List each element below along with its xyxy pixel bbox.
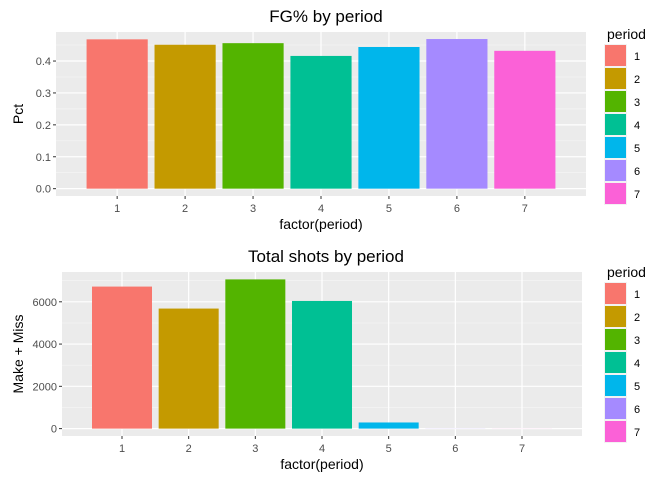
x-tick-label: 4 <box>318 203 324 215</box>
x-tick-label: 1 <box>119 443 125 455</box>
bar-period-1 <box>92 287 152 429</box>
bar-period-5 <box>359 422 419 428</box>
x-tick-label: 1 <box>114 203 120 215</box>
legend-label: 4 <box>634 358 640 370</box>
x-tick-label: 5 <box>386 203 392 215</box>
bar-period-1 <box>87 39 148 188</box>
legend-swatch-5 <box>605 375 626 396</box>
bar-period-2 <box>159 309 219 429</box>
legend-label: 5 <box>634 381 640 393</box>
legend-label: 7 <box>634 189 640 201</box>
legend-keys: 1 2 3 4 5 6 7 <box>604 282 640 443</box>
legend-title: period <box>607 26 646 42</box>
x-tick-label: 7 <box>522 203 528 215</box>
chart-title: FG% by period <box>269 7 382 26</box>
x-tick-label: 3 <box>252 443 258 455</box>
bar-period-5 <box>358 47 419 189</box>
legend-keys: 1 2 3 4 5 6 7 <box>604 44 640 205</box>
legend-swatch-3 <box>605 91 626 112</box>
legend-label: 1 <box>634 51 640 63</box>
bars <box>87 39 556 189</box>
y-tick-label: 0.0 <box>36 184 51 196</box>
y-axis-label: Make + Miss <box>10 315 26 394</box>
legend-label: 3 <box>634 97 640 109</box>
legend-swatch-5 <box>605 137 626 158</box>
x-tick-label: 3 <box>250 203 256 215</box>
legend-swatch-7 <box>605 183 626 204</box>
bar-period-4 <box>290 56 351 189</box>
y-tick-label: 4000 <box>33 339 57 351</box>
y-tick-label: 0.2 <box>36 120 51 132</box>
legend-label: 2 <box>634 312 640 324</box>
legend-swatch-6 <box>605 398 626 419</box>
legend-label: 4 <box>634 120 640 132</box>
bar-period-2 <box>155 45 216 189</box>
bar-period-4 <box>292 301 352 429</box>
chart-total-shots: Total shots by period 0 2000 4000 6000 1 2 3 4… <box>10 247 646 472</box>
legend-swatch-4 <box>605 352 626 373</box>
legend-label: 2 <box>634 74 640 86</box>
bar-period-3 <box>222 43 283 188</box>
legend-swatch-6 <box>605 160 626 181</box>
y-tick-label: 6000 <box>33 297 57 309</box>
legend-swatch-1 <box>605 45 626 66</box>
x-tick-label: 4 <box>319 443 325 455</box>
x-tick-label: 7 <box>519 443 525 455</box>
legend-title: period <box>607 264 646 280</box>
y-axis: 0 2000 4000 6000 <box>33 297 62 436</box>
chart-fg-pct: FG% by period 0.0 0.1 0.2 0.3 0.4 1 2 3 4 5 6 7 fa… <box>10 7 646 232</box>
y-tick-label: 0 <box>51 424 57 436</box>
y-axis: 0.0 0.1 0.2 0.3 0.4 <box>36 56 56 196</box>
x-axis: 1 2 3 4 5 6 7 <box>119 436 525 455</box>
x-tick-label: 5 <box>386 443 392 455</box>
legend-label: 1 <box>634 289 640 301</box>
legend-swatch-7 <box>605 421 626 442</box>
legend-label: 6 <box>634 404 640 416</box>
y-tick-label: 0.4 <box>36 56 51 68</box>
y-tick-label: 2000 <box>33 381 57 393</box>
x-axis-label: factor(period) <box>280 456 363 472</box>
legend-swatch-4 <box>605 114 626 135</box>
legend-swatch-2 <box>605 306 626 327</box>
legend-label: 3 <box>634 335 640 347</box>
legend-swatch-1 <box>605 283 626 304</box>
x-tick-label: 6 <box>454 203 460 215</box>
chart-title: Total shots by period <box>248 247 404 266</box>
legend: period 1 2 3 4 5 6 7 <box>604 26 646 205</box>
y-tick-label: 0.1 <box>36 152 51 164</box>
legend-label: 6 <box>634 166 640 178</box>
bar-period-3 <box>225 279 285 428</box>
legend-swatch-2 <box>605 68 626 89</box>
legend-swatch-3 <box>605 329 626 350</box>
x-tick-label: 2 <box>182 203 188 215</box>
legend-label: 7 <box>634 427 640 439</box>
x-tick-label: 6 <box>452 443 458 455</box>
legend: period 1 2 3 4 5 6 7 <box>604 264 646 443</box>
x-axis-label: factor(period) <box>279 216 362 232</box>
x-axis: 1 2 3 4 5 6 7 <box>114 196 528 215</box>
x-tick-label: 2 <box>186 443 192 455</box>
y-axis-label: Pct <box>10 104 26 124</box>
legend-label: 5 <box>634 143 640 155</box>
bar-period-7 <box>494 51 555 189</box>
bar-period-6 <box>426 39 487 189</box>
y-tick-label: 0.3 <box>36 88 51 100</box>
